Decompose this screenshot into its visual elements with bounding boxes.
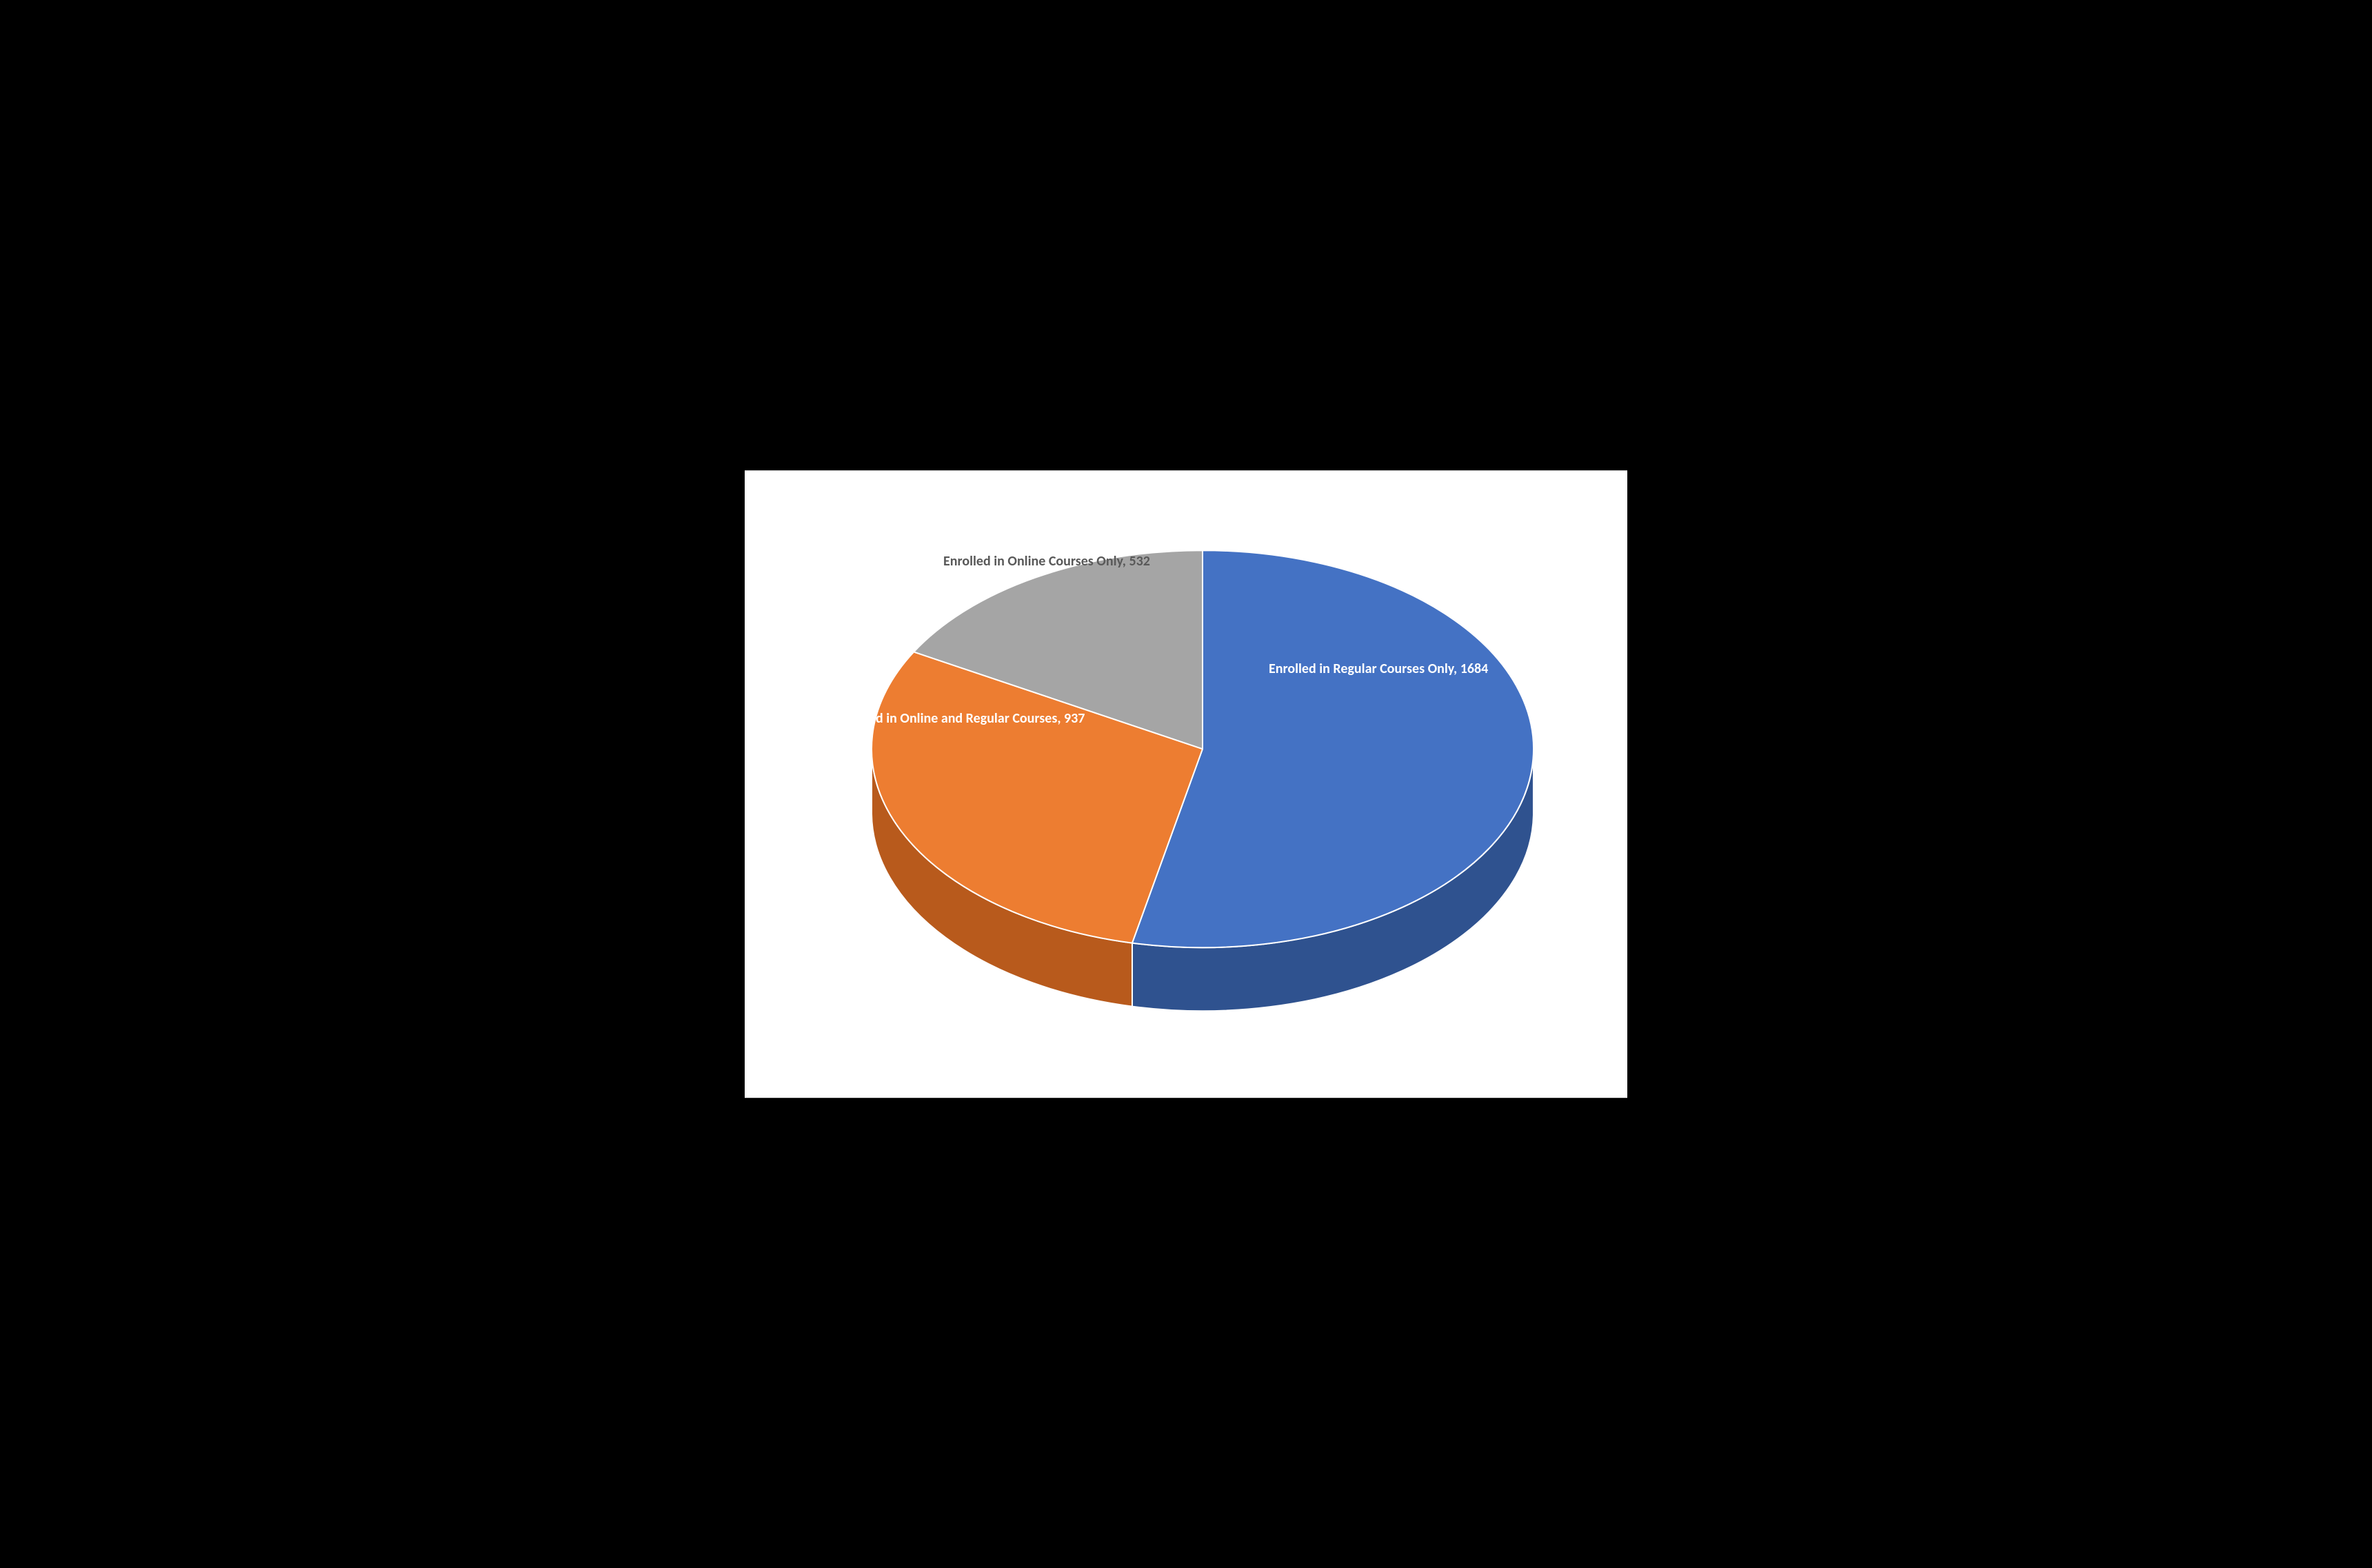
chart-frame: Enrolled in Regular Courses Only, 1684En…: [745, 470, 1627, 1098]
pie-top-faces: [872, 550, 1534, 947]
pie-chart-container: Enrolled in Regular Courses Only, 1684En…: [745, 470, 1627, 1098]
pie-chart-svg: [745, 470, 1627, 1098]
